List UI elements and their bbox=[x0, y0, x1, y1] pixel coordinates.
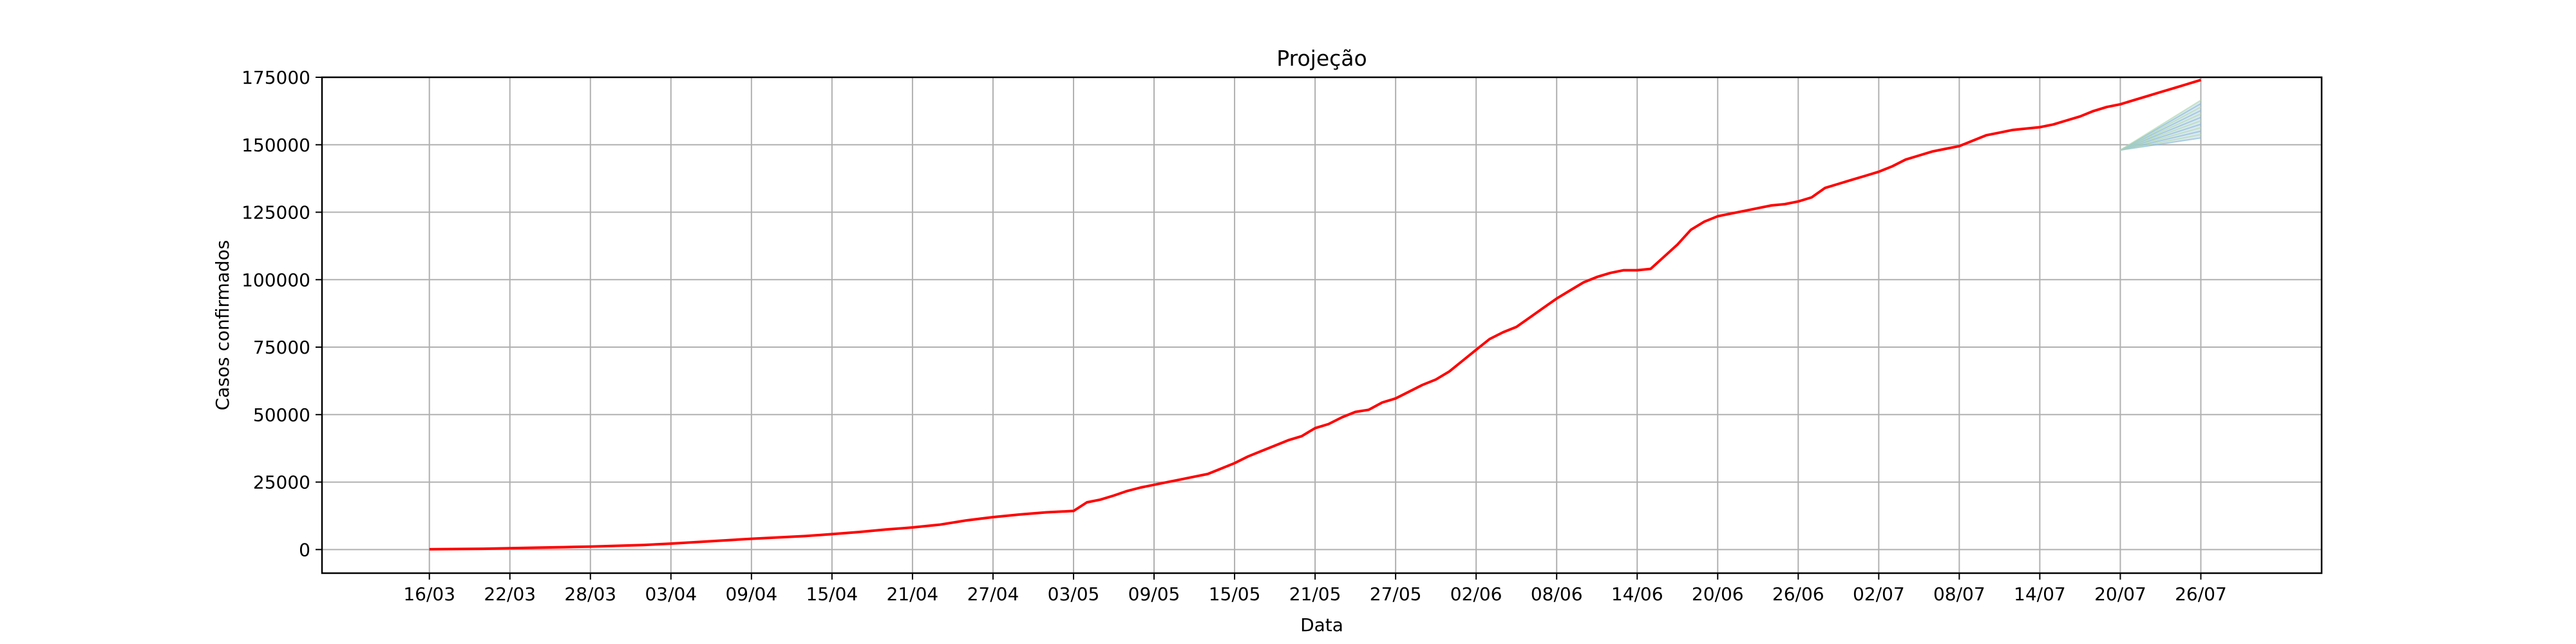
y-tick-label: 75000 bbox=[253, 337, 310, 358]
chart-title: Projeção bbox=[1276, 46, 1367, 71]
x-tick-label: 14/07 bbox=[2014, 583, 2066, 605]
x-tick-label: 20/07 bbox=[2094, 583, 2146, 605]
x-tick-label: 09/05 bbox=[1128, 583, 1180, 605]
y-tick-label: 175000 bbox=[242, 67, 310, 88]
plot-frame bbox=[321, 76, 2323, 574]
x-tick-label: 14/06 bbox=[1611, 583, 1663, 605]
y-tick-label: 50000 bbox=[253, 404, 310, 426]
projection-band-line bbox=[2119, 99, 2201, 151]
series-line bbox=[429, 79, 2201, 551]
x-tick-label: 26/06 bbox=[1772, 583, 1824, 605]
projection-band bbox=[2119, 99, 2201, 151]
x-tick-label: 02/07 bbox=[1853, 583, 1905, 605]
x-tick-label: 20/06 bbox=[1692, 583, 1744, 605]
x-tick-label: 22/03 bbox=[484, 583, 536, 605]
x-tick-label: 27/04 bbox=[967, 583, 1019, 605]
y-tick-label: 125000 bbox=[242, 202, 310, 223]
x-tick-label: 09/04 bbox=[725, 583, 777, 605]
y-axis-label: Casos confirmados bbox=[212, 240, 233, 411]
y-axis-ticks: 0 25000 50000 75000 100000 125000 150000 175000 bbox=[242, 67, 322, 560]
x-tick-label: 08/06 bbox=[1531, 583, 1583, 605]
y-tick-label: 100000 bbox=[242, 269, 310, 290]
x-tick-label: 26/07 bbox=[2175, 583, 2227, 605]
x-tick-label: 27/05 bbox=[1370, 583, 1422, 605]
x-tick-label: 03/04 bbox=[645, 583, 697, 605]
x-tick-label: 15/04 bbox=[806, 583, 858, 605]
x-tick-label: 21/04 bbox=[887, 583, 939, 605]
y-tick-label: 25000 bbox=[253, 472, 310, 493]
x-tick-label: 16/03 bbox=[403, 583, 455, 605]
x-tick-label: 02/06 bbox=[1450, 583, 1502, 605]
x-tick-label: 03/05 bbox=[1048, 583, 1100, 605]
x-tick-label: 28/03 bbox=[564, 583, 616, 605]
series-group bbox=[429, 79, 2201, 551]
x-tick-label: 21/05 bbox=[1289, 583, 1341, 605]
y-tick-label: 0 bbox=[299, 539, 310, 560]
x-axis-ticks: 16/03 22/03 28/03 03/04 09/04 15/04 21/04 27/04… bbox=[403, 573, 2227, 605]
x-tick-label: 08/07 bbox=[1933, 583, 1985, 605]
y-tick-label: 150000 bbox=[242, 135, 310, 156]
x-axis-label: Data bbox=[1300, 614, 1343, 636]
x-tick-label: 15/05 bbox=[1209, 583, 1261, 605]
